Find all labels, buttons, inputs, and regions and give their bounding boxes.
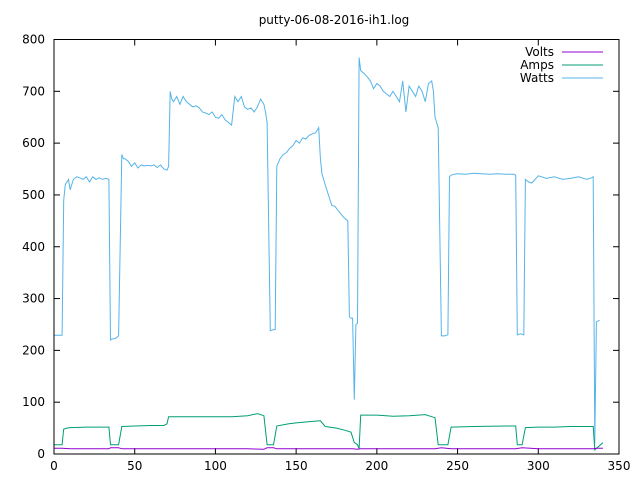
x-tick-label: 50: [127, 459, 142, 473]
y-tick-label: 700: [22, 84, 45, 98]
y-tick-label: 600: [22, 136, 45, 150]
series-lines: [54, 57, 604, 451]
y-tick-label: 400: [22, 240, 45, 254]
y-tick-label: 200: [22, 343, 45, 357]
y-tick-label: 0: [37, 447, 45, 461]
y-tick-label: 100: [22, 395, 45, 409]
x-tick-label: 150: [285, 459, 308, 473]
legend-label-amps: Amps: [520, 58, 554, 72]
x-tick-label: 250: [446, 459, 469, 473]
x-tick-label: 200: [365, 459, 388, 473]
y-tick-label: 800: [22, 33, 45, 47]
axis-ticks: 0 100 200 300 400 500 600 700 800 0 50 100 150 200 250…: [22, 33, 630, 474]
chart-title: putty-06-08-2016-ih1.log: [259, 13, 410, 27]
legend-label-watts: Watts: [520, 71, 554, 85]
y-tick-label: 500: [22, 188, 45, 202]
x-tick-label: 350: [608, 459, 631, 473]
series-line-amps: [54, 413, 604, 451]
series-line-watts: [54, 57, 600, 444]
x-tick-label: 100: [204, 459, 227, 473]
plot-frame: [53, 39, 620, 455]
y-tick-label: 300: [22, 292, 45, 306]
x-tick-label: 300: [527, 459, 550, 473]
x-tick-label: 0: [50, 459, 58, 473]
series-line-volts: [54, 447, 603, 450]
legend-label-volts: Volts: [525, 45, 554, 59]
